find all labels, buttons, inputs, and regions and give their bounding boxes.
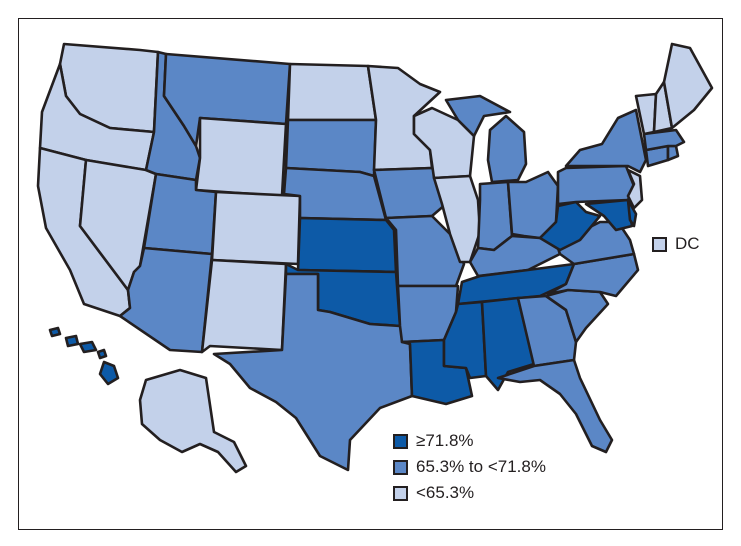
state-wv [538,200,602,252]
legend-swatch-mid [393,459,408,475]
legend-label-mid: 65.3% to <71.8% [416,457,546,476]
state-mo [384,214,466,288]
state-co [210,190,302,266]
legend-swatch-high [393,433,408,449]
dc-label: DC [675,234,700,253]
state-nm [200,258,288,354]
dc-swatch [652,236,667,252]
state-fl [496,358,614,454]
state-de [626,198,638,228]
state-nc [546,252,640,298]
state-hi [48,326,120,386]
dc-indicator: DC [652,234,700,254]
state-ny [564,108,648,174]
state-ne [282,166,388,222]
legend-item-high: ≥71.8% [393,428,546,454]
state-ma [642,128,686,152]
state-ri [666,144,680,162]
state-md [584,198,634,232]
state-ak [138,368,248,474]
legend-label-high: ≥71.8% [416,431,474,450]
state-nj [626,168,644,210]
legend: ≥71.8% 65.3% to <71.8% <65.3% [393,428,546,506]
legend-label-low: <65.3% [416,483,475,502]
state-me [662,42,714,130]
state-ks [296,216,398,274]
state-pa [556,164,636,206]
state-mi [444,94,528,184]
state-wy [194,116,288,198]
state-tx [212,272,414,472]
legend-swatch-low [393,485,408,501]
legend-item-low: <65.3% [393,480,546,506]
legend-item-mid: 65.3% to <71.8% [393,454,546,480]
state-nd [286,62,378,122]
